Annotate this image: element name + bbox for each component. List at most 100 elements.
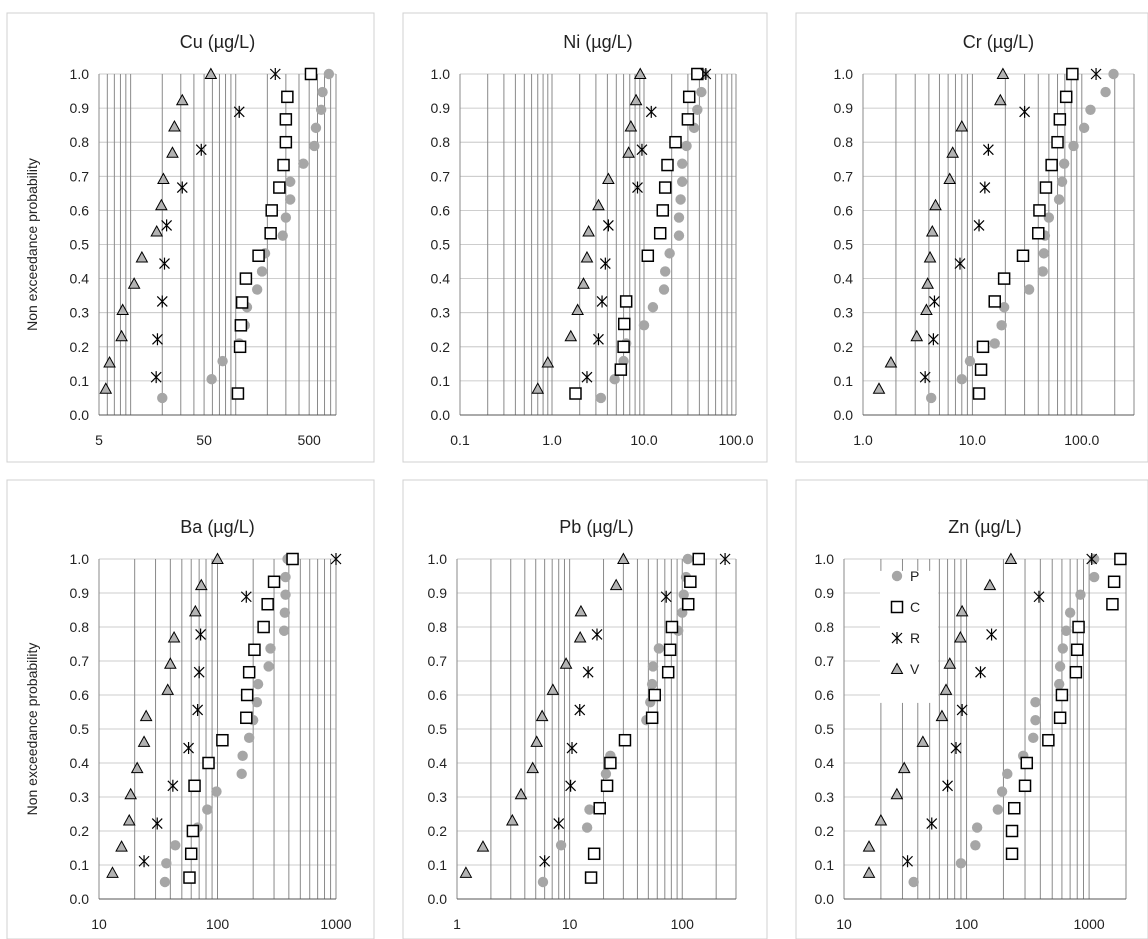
data-point-C: [279, 113, 293, 126]
data-point-V: [211, 552, 224, 564]
data-point-P: [584, 804, 595, 815]
chart-panel-1: 0.0 0.1 0.2 0.3 0.4 0.5 0.6 0.7 0.8 0.9 1.0 5 50 500 C…: [6, 12, 375, 463]
data-point-V: [946, 146, 960, 158]
y-tick-label: 0.3: [70, 789, 90, 805]
data-point-P: [676, 176, 688, 187]
data-point-V: [167, 631, 181, 643]
data-point-P: [1038, 248, 1050, 259]
data-point-C: [1107, 575, 1121, 589]
data-point-R: [986, 628, 997, 641]
data-point-V: [890, 787, 904, 800]
data-point-C: [1042, 733, 1055, 747]
y-tick-label: 0.6: [431, 202, 451, 218]
data-point-P: [263, 661, 274, 672]
data-point-C: [661, 665, 675, 679]
y-tick-label: 0.3: [70, 305, 90, 321]
data-point-P: [609, 373, 620, 385]
data-point-P: [646, 678, 658, 690]
data-point-V: [862, 866, 876, 878]
data-point-P: [202, 804, 213, 815]
data-point-P: [309, 140, 320, 152]
x-tick-label: 1: [453, 916, 461, 932]
data-point-V: [161, 683, 175, 695]
x-tick-label: 10.0: [959, 432, 986, 448]
data-point-R: [596, 295, 608, 308]
chart-title: Pb (µg/L): [559, 517, 633, 537]
data-point-C: [1005, 847, 1019, 861]
data-point-V: [916, 735, 930, 747]
y-tick-label: 0.5: [70, 721, 90, 737]
data-point-R: [566, 742, 578, 755]
data-point-P: [989, 338, 1000, 349]
data-point-R: [1086, 553, 1098, 565]
data-point-R: [593, 333, 604, 346]
y-tick-label: 0.9: [834, 100, 854, 116]
data-point-P: [996, 320, 1007, 331]
data-point-C: [261, 597, 274, 611]
data-point-R: [1090, 68, 1102, 80]
series-V: [99, 67, 218, 394]
y-tick-label: 0.8: [834, 134, 854, 150]
legend-marker-R: [891, 632, 903, 644]
y-tick-label: 1.0: [70, 551, 90, 567]
data-point-P: [581, 822, 593, 833]
data-point-R: [138, 855, 150, 868]
data-point-P: [211, 786, 222, 797]
data-point-V: [624, 119, 638, 132]
series-R: [581, 68, 712, 384]
data-point-V: [535, 709, 549, 722]
data-point-C: [648, 688, 662, 702]
data-point-R: [645, 105, 657, 118]
y-tick-label: 0.3: [815, 789, 835, 805]
data-point-P: [682, 553, 694, 565]
y-tick-label: 1.0: [431, 66, 451, 82]
data-point-C: [273, 181, 286, 194]
data-point-V: [122, 813, 136, 826]
data-point-V: [204, 67, 218, 79]
data-point-P: [1053, 678, 1065, 690]
data-point-C: [1051, 135, 1064, 149]
data-point-P: [1085, 104, 1096, 116]
data-point-R: [919, 371, 931, 384]
legend-background: [880, 570, 938, 703]
data-point-R: [1033, 590, 1045, 603]
data-point-V: [872, 382, 886, 394]
data-point-V: [996, 67, 1010, 79]
series-V: [872, 67, 1010, 394]
data-point-R: [195, 628, 207, 641]
data-point-R: [982, 143, 994, 156]
data-point-P: [1100, 86, 1111, 98]
series-V: [459, 552, 630, 878]
x-tick-label: 100: [955, 916, 979, 932]
data-point-P: [1060, 625, 1072, 636]
data-point-R: [193, 666, 205, 679]
data-point-P: [1023, 284, 1035, 295]
y-axis-label: Non exceedance probability: [24, 643, 40, 816]
data-point-C: [641, 249, 655, 263]
y-tick-label: 1.0: [70, 66, 90, 82]
chart-panel-5: 0.0 0.1 0.2 0.3 0.4 0.5 0.6 0.7 0.8 0.9 1.0 1 10 100 P…: [402, 479, 768, 939]
data-point-C: [1045, 158, 1058, 172]
data-point-C: [202, 756, 215, 770]
data-point-V: [920, 303, 933, 315]
y-tick-label: 1.0: [834, 66, 854, 82]
data-point-P: [1064, 607, 1076, 618]
y-tick-label: 0.2: [70, 339, 90, 355]
data-point-V: [884, 355, 898, 368]
series-R: [919, 68, 1102, 384]
data-point-P: [676, 158, 688, 169]
chart-title: Ni (µg/L): [563, 32, 632, 52]
data-point-C: [1072, 620, 1085, 634]
data-point-P: [159, 876, 171, 888]
series-P: [925, 68, 1119, 404]
y-tick-label: 1.0: [428, 551, 448, 567]
x-tick-label: 50: [196, 432, 212, 448]
data-point-P: [664, 248, 675, 259]
data-point-V: [150, 225, 164, 237]
data-point-V: [577, 277, 590, 289]
data-point-R: [539, 855, 551, 868]
data-point-P: [236, 768, 247, 780]
x-tick-label: 1.0: [542, 432, 562, 448]
data-point-R: [591, 628, 603, 641]
chart-title: Cr (µg/L): [963, 32, 1034, 52]
